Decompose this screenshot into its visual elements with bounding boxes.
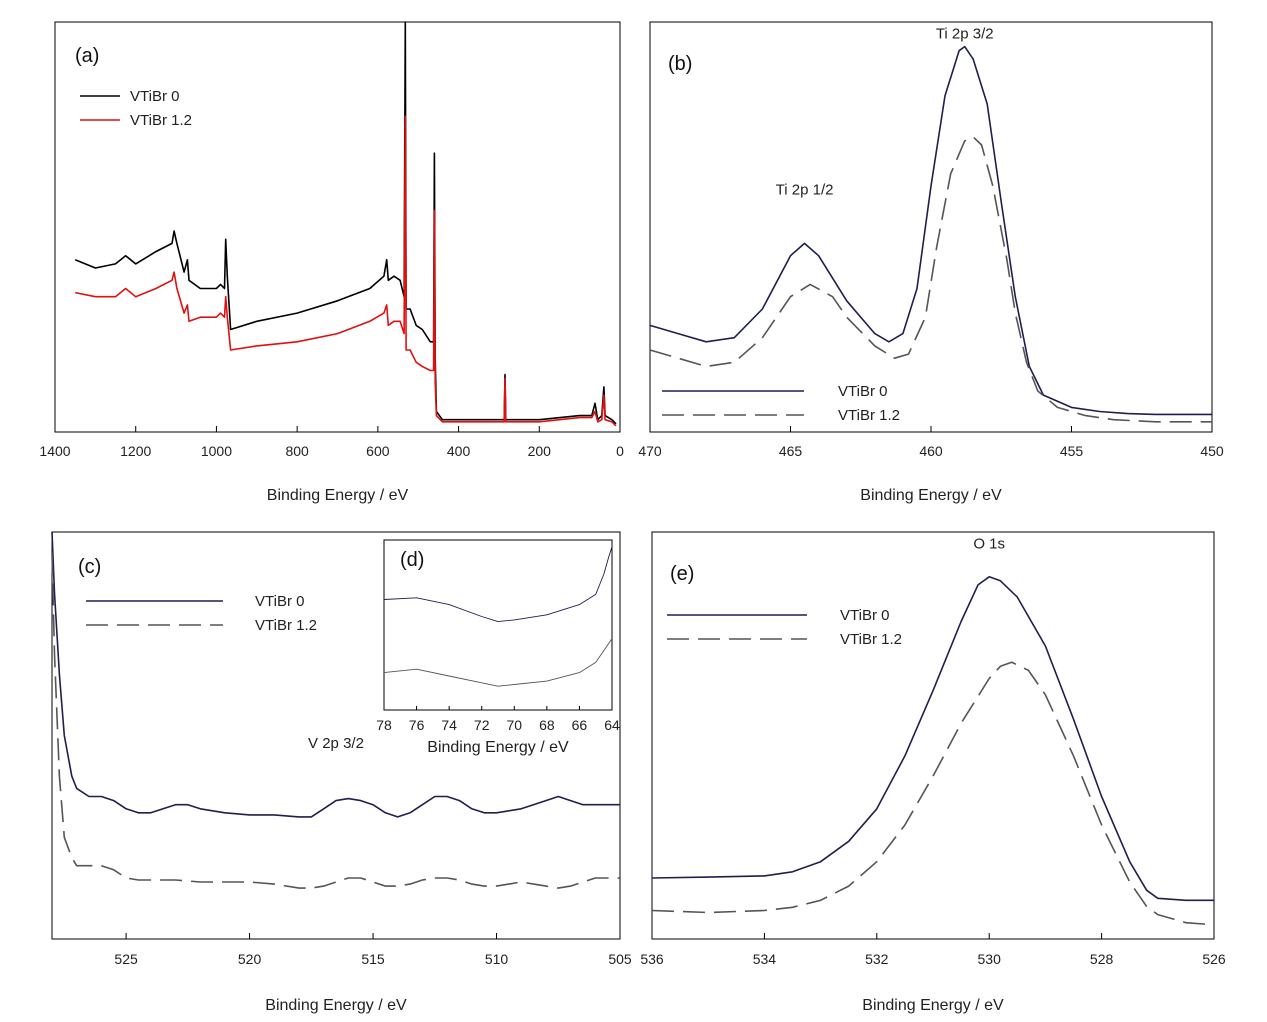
x-tick-label: 74 bbox=[441, 717, 457, 733]
series-line-b-0 bbox=[649, 45, 1212, 416]
series-line-a-0 bbox=[74, 21, 617, 425]
x-tick-label: 0 bbox=[616, 443, 624, 459]
legend-label: VTiBr 1.2 bbox=[130, 112, 192, 129]
x-tick-label: 510 bbox=[485, 951, 509, 967]
x-tick-label: 515 bbox=[361, 951, 385, 967]
x-axis-label: Binding Energy / eV bbox=[860, 487, 1002, 504]
x-tick-label: 460 bbox=[919, 443, 943, 459]
legend-label: VTiBr 0 bbox=[130, 88, 179, 105]
x-tick-label: 528 bbox=[1090, 951, 1114, 967]
x-tick-label: 76 bbox=[409, 717, 425, 733]
legend-c: VTiBr 0 VTiBr 1.2 bbox=[86, 593, 317, 634]
plot-frame-d bbox=[383, 539, 613, 711]
series-line-e-0 bbox=[651, 576, 1214, 902]
x-tick-label: 78 bbox=[376, 717, 392, 733]
peak-annotation: V 2p 3/2 bbox=[308, 735, 364, 752]
x-tick-label: 1200 bbox=[120, 443, 151, 459]
x-tick-label: 66 bbox=[572, 717, 588, 733]
series-line-b-1 bbox=[649, 136, 1212, 423]
plot-frame-e bbox=[651, 531, 1215, 940]
x-axis-label: Binding Energy / eV bbox=[267, 487, 409, 504]
x-tick-label: 534 bbox=[753, 951, 777, 967]
x-tick-label: 525 bbox=[114, 951, 138, 967]
plot-frame-a bbox=[54, 21, 621, 433]
plot-frame-b bbox=[649, 21, 1213, 433]
panel-b: 470 465 460 455 450 Binding Energy / eV (b) Ti … bbox=[638, 21, 1224, 504]
legend-label: VTiBr 0 bbox=[840, 607, 889, 624]
x-tick-label: 520 bbox=[238, 951, 262, 967]
panel-label: (c) bbox=[78, 556, 101, 578]
legend-label: VTiBr 1.2 bbox=[255, 617, 317, 634]
legend-label: VTiBr 0 bbox=[255, 593, 304, 610]
x-tick-label: 68 bbox=[539, 717, 555, 733]
x-tick-label: 536 bbox=[640, 951, 664, 967]
peak-annotation: O 1s bbox=[973, 535, 1005, 552]
legend-e: VTiBr 0 VTiBr 1.2 bbox=[667, 607, 902, 648]
x-tick-label: 530 bbox=[978, 951, 1002, 967]
series-line-d-0 bbox=[383, 546, 613, 623]
x-tick-label: 450 bbox=[1200, 443, 1224, 459]
x-tick-label: 532 bbox=[865, 951, 889, 967]
x-axis-label: Binding Energy / eV bbox=[862, 997, 1004, 1014]
panel-label: (e) bbox=[670, 563, 694, 585]
peak-annotation: Ti 2p 1/2 bbox=[776, 181, 834, 198]
x-tick-label: 400 bbox=[447, 443, 471, 459]
plot-frame-c bbox=[51, 531, 621, 940]
panel-e: 536 534 532 530 528 526 Binding Energy / eV (e)… bbox=[640, 531, 1226, 1014]
x-tick-label: 800 bbox=[285, 443, 309, 459]
legend-label: VTiBr 0 bbox=[838, 383, 887, 400]
x-tick-label: 72 bbox=[474, 717, 490, 733]
x-tick-label: 600 bbox=[366, 443, 390, 459]
legend-label: VTiBr 1.2 bbox=[840, 631, 902, 648]
x-tick-label: 70 bbox=[506, 717, 522, 733]
panel-label: (b) bbox=[668, 53, 692, 75]
peak-annotation: Ti 2p 3/2 bbox=[936, 26, 994, 43]
x-tick-label: 470 bbox=[638, 443, 662, 459]
panel-c: 525 520 515 510 505 Binding Energy / eV (c) V 2… bbox=[51, 531, 632, 1014]
x-tick-label: 1000 bbox=[201, 443, 232, 459]
series-line-a-1 bbox=[75, 115, 617, 427]
x-tick-label: 200 bbox=[528, 443, 552, 459]
series-line-c-1 bbox=[51, 552, 620, 889]
panel-a: 1400 1200 1000 800 600 400 200 0 Binding Energy … bbox=[39, 21, 624, 504]
legend-label: VTiBr 1.2 bbox=[838, 407, 900, 424]
x-tick-label: 465 bbox=[779, 443, 803, 459]
panel-label: (d) bbox=[400, 549, 424, 571]
panel-label: (a) bbox=[75, 45, 99, 67]
panel-d: 78 76 74 72 70 68 66 64 Binding Energy / eV (d) bbox=[376, 539, 620, 756]
x-tick-label: 505 bbox=[608, 951, 632, 967]
x-tick-label: 455 bbox=[1060, 443, 1084, 459]
series-line-d-1 bbox=[383, 638, 613, 687]
series-line-c-0 bbox=[51, 531, 620, 818]
x-tick-label: 64 bbox=[604, 717, 620, 733]
series-line-e-1 bbox=[651, 661, 1215, 926]
x-tick-label: 526 bbox=[1202, 951, 1226, 967]
legend-a: VTiBr 0 VTiBr 1.2 bbox=[80, 88, 192, 129]
x-axis-label: Binding Energy / eV bbox=[427, 739, 569, 756]
legend-b: VTiBr 0 VTiBr 1.2 bbox=[662, 383, 900, 424]
x-tick-label: 1400 bbox=[39, 443, 70, 459]
x-axis-label: Binding Energy / eV bbox=[265, 997, 407, 1014]
